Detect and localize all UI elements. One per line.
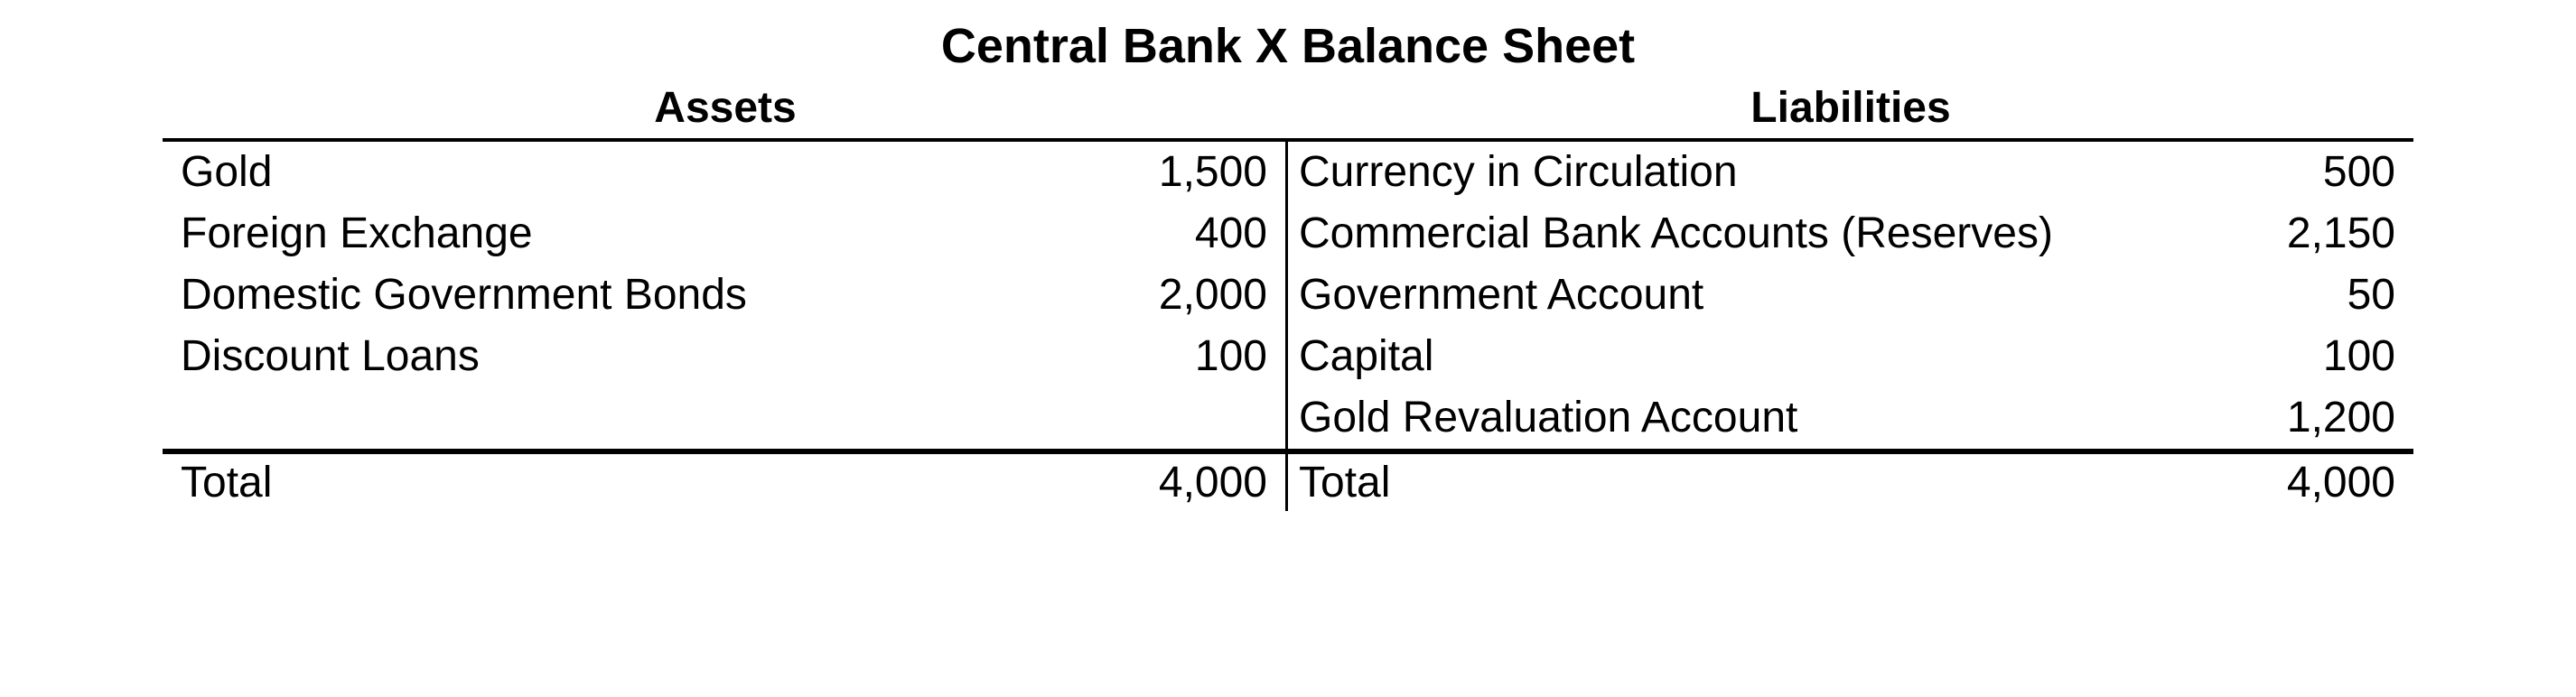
column-headers: Assets Liabilities <box>163 83 2413 142</box>
liability-cell: Government Account 50 <box>1288 265 2413 326</box>
asset-value: 100 <box>1177 330 1267 384</box>
liability-total-value: 4,000 <box>2269 458 2395 507</box>
liability-label: Government Account <box>1299 268 2329 322</box>
asset-total-cell: Total 4,000 <box>163 454 1288 511</box>
total-row: Total 4,000 Total 4,000 <box>163 454 2413 511</box>
asset-cell <box>163 387 1288 449</box>
table-row: Gold 1,500 Currency in Circulation 500 <box>163 142 2413 203</box>
asset-total-label: Total <box>181 458 1141 507</box>
asset-cell: Gold 1,500 <box>163 142 1288 203</box>
asset-label: Discount Loans <box>181 330 1177 384</box>
asset-cell: Discount Loans 100 <box>163 326 1288 387</box>
balance-sheet-table: Central Bank X Balance Sheet Assets Liab… <box>0 18 2576 511</box>
table-row: Discount Loans 100 Capital 100 <box>163 326 2413 387</box>
table-title: Central Bank X Balance Sheet <box>163 18 2413 74</box>
liability-cell: Capital 100 <box>1288 326 2413 387</box>
liability-value: 1,200 <box>2269 391 2395 445</box>
liability-total-cell: Total 4,000 <box>1288 454 2413 511</box>
liability-cell: Gold Revaluation Account 1,200 <box>1288 387 2413 449</box>
liability-value: 50 <box>2329 268 2395 322</box>
table-body: Gold 1,500 Currency in Circulation 500 F… <box>163 142 2413 449</box>
asset-value: 2,000 <box>1141 268 1267 322</box>
liability-value: 2,150 <box>2269 207 2395 261</box>
table-row: Foreign Exchange 400 Commercial Bank Acc… <box>163 203 2413 265</box>
asset-value: 400 <box>1177 207 1267 261</box>
liability-label: Currency in Circulation <box>1299 145 2305 200</box>
asset-cell: Domestic Government Bonds 2,000 <box>163 265 1288 326</box>
liability-label: Capital <box>1299 330 2305 384</box>
asset-label <box>181 391 1249 445</box>
liabilities-header: Liabilities <box>1288 83 2413 138</box>
asset-value <box>1249 391 1267 445</box>
asset-label: Gold <box>181 145 1141 200</box>
assets-header: Assets <box>163 83 1288 138</box>
table-row: Gold Revaluation Account 1,200 <box>163 387 2413 449</box>
liability-label: Commercial Bank Accounts (Reserves) <box>1299 207 2269 261</box>
asset-value: 1,500 <box>1141 145 1267 200</box>
asset-total-value: 4,000 <box>1141 458 1267 507</box>
table-row: Domestic Government Bonds 2,000 Governme… <box>163 265 2413 326</box>
liability-total-label: Total <box>1299 458 2269 507</box>
asset-cell: Foreign Exchange 400 <box>163 203 1288 265</box>
liability-cell: Currency in Circulation 500 <box>1288 142 2413 203</box>
asset-label: Foreign Exchange <box>181 207 1177 261</box>
liability-value: 100 <box>2305 330 2395 384</box>
liability-value: 500 <box>2305 145 2395 200</box>
liability-label: Gold Revaluation Account <box>1299 391 2269 445</box>
asset-label: Domestic Government Bonds <box>181 268 1141 322</box>
liability-cell: Commercial Bank Accounts (Reserves) 2,15… <box>1288 203 2413 265</box>
